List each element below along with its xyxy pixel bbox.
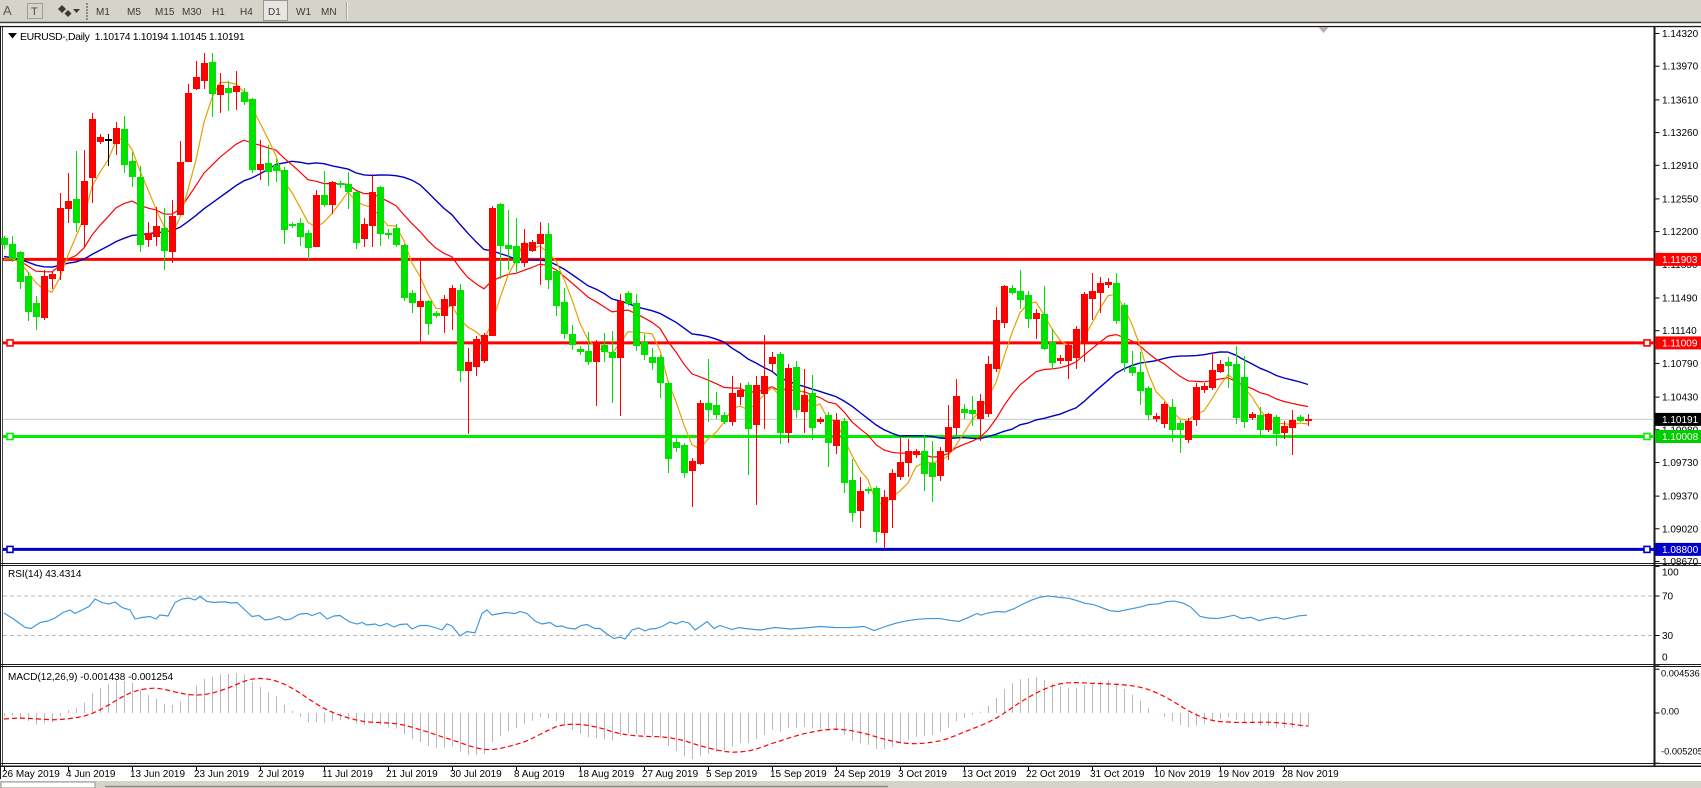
svg-text:15 Sep 2019: 15 Sep 2019 xyxy=(770,769,827,780)
svg-text:1.13260: 1.13260 xyxy=(1662,128,1699,139)
svg-text:0: 0 xyxy=(1662,653,1668,664)
svg-text:M1: M1 xyxy=(96,7,110,18)
svg-text:1.10790: 1.10790 xyxy=(1662,359,1699,370)
svg-text:-0.005205: -0.005205 xyxy=(1661,747,1701,757)
svg-text:1.11490: 1.11490 xyxy=(1662,294,1698,305)
svg-text:28 Nov 2019: 28 Nov 2019 xyxy=(1282,769,1339,780)
svg-text:RSI(14) 43.4314: RSI(14) 43.4314 xyxy=(8,569,82,580)
svg-text:1.10191: 1.10191 xyxy=(1662,415,1699,426)
svg-text:1.10008: 1.10008 xyxy=(1662,432,1699,443)
svg-text:1.11009: 1.11009 xyxy=(1662,338,1698,349)
svg-text:3 Oct 2019: 3 Oct 2019 xyxy=(898,769,947,780)
svg-text:27 Aug 2019: 27 Aug 2019 xyxy=(642,769,699,780)
svg-text:13 Oct 2019: 13 Oct 2019 xyxy=(962,769,1017,780)
svg-text:D1: D1 xyxy=(268,7,281,18)
svg-text:1.14320: 1.14320 xyxy=(1662,29,1699,40)
svg-text:26 May 2019: 26 May 2019 xyxy=(2,769,60,780)
svg-text:13 Jun 2019: 13 Jun 2019 xyxy=(130,769,185,780)
svg-text:30 Jul 2019: 30 Jul 2019 xyxy=(450,769,502,780)
svg-text:11 Jul 2019: 11 Jul 2019 xyxy=(322,769,373,780)
svg-text:4 Jun 2019: 4 Jun 2019 xyxy=(66,769,116,780)
svg-text:10 Nov 2019: 10 Nov 2019 xyxy=(1154,769,1211,780)
svg-text:1.08670: 1.08670 xyxy=(1662,557,1699,568)
svg-text:1.08800: 1.08800 xyxy=(1662,545,1699,556)
svg-text:1.11903: 1.11903 xyxy=(1662,255,1698,266)
svg-text:MACD(12,26,9) -0.001438 -0.001: MACD(12,26,9) -0.001438 -0.001254 xyxy=(8,672,174,683)
svg-text:21 Jul 2019: 21 Jul 2019 xyxy=(386,769,438,780)
svg-text:1.09020: 1.09020 xyxy=(1662,524,1699,535)
svg-text:70: 70 xyxy=(1662,592,1674,603)
svg-text:19 Nov 2019: 19 Nov 2019 xyxy=(1218,769,1275,780)
svg-text:M5: M5 xyxy=(127,7,141,18)
svg-text:1.12200: 1.12200 xyxy=(1662,227,1699,238)
svg-text:24 Sep 2019: 24 Sep 2019 xyxy=(834,769,891,780)
svg-text:MN: MN xyxy=(321,7,337,18)
svg-text:1.09730: 1.09730 xyxy=(1662,458,1699,469)
svg-text:H4: H4 xyxy=(240,7,253,18)
svg-text:1.12910: 1.12910 xyxy=(1662,161,1699,172)
svg-text:31 Oct 2019: 31 Oct 2019 xyxy=(1090,769,1145,780)
svg-text:0.00: 0.00 xyxy=(1661,707,1679,717)
svg-text:8 Aug 2019: 8 Aug 2019 xyxy=(514,769,565,780)
svg-text:1.11140: 1.11140 xyxy=(1662,326,1697,337)
svg-text:H1: H1 xyxy=(212,7,225,18)
svg-text:1.13970: 1.13970 xyxy=(1662,62,1699,73)
svg-text:5 Sep 2019: 5 Sep 2019 xyxy=(706,769,758,780)
svg-text:EURUSD-,Daily 1.10174 1.10194: EURUSD-,Daily 1.10174 1.10194 1.10145 1.… xyxy=(20,31,245,43)
svg-text:18 Aug 2019: 18 Aug 2019 xyxy=(578,769,635,780)
svg-text:30: 30 xyxy=(1662,631,1674,642)
svg-text:2 Jul 2019: 2 Jul 2019 xyxy=(258,769,305,780)
svg-text:23 Jun 2019: 23 Jun 2019 xyxy=(194,769,249,780)
svg-text:22 Oct 2019: 22 Oct 2019 xyxy=(1026,769,1081,780)
svg-text:0.004536: 0.004536 xyxy=(1661,669,1700,679)
svg-text:100: 100 xyxy=(1662,568,1679,579)
svg-text:1.13610: 1.13610 xyxy=(1662,95,1699,106)
svg-text:1.12550: 1.12550 xyxy=(1662,194,1699,205)
svg-text:W1: W1 xyxy=(296,7,311,18)
svg-text:A: A xyxy=(3,3,12,18)
svg-text:1.09370: 1.09370 xyxy=(1662,492,1699,503)
svg-text:1.10430: 1.10430 xyxy=(1662,393,1699,404)
svg-text:M15: M15 xyxy=(155,7,175,18)
svg-text:M30: M30 xyxy=(182,7,202,18)
svg-text:T: T xyxy=(31,6,38,18)
